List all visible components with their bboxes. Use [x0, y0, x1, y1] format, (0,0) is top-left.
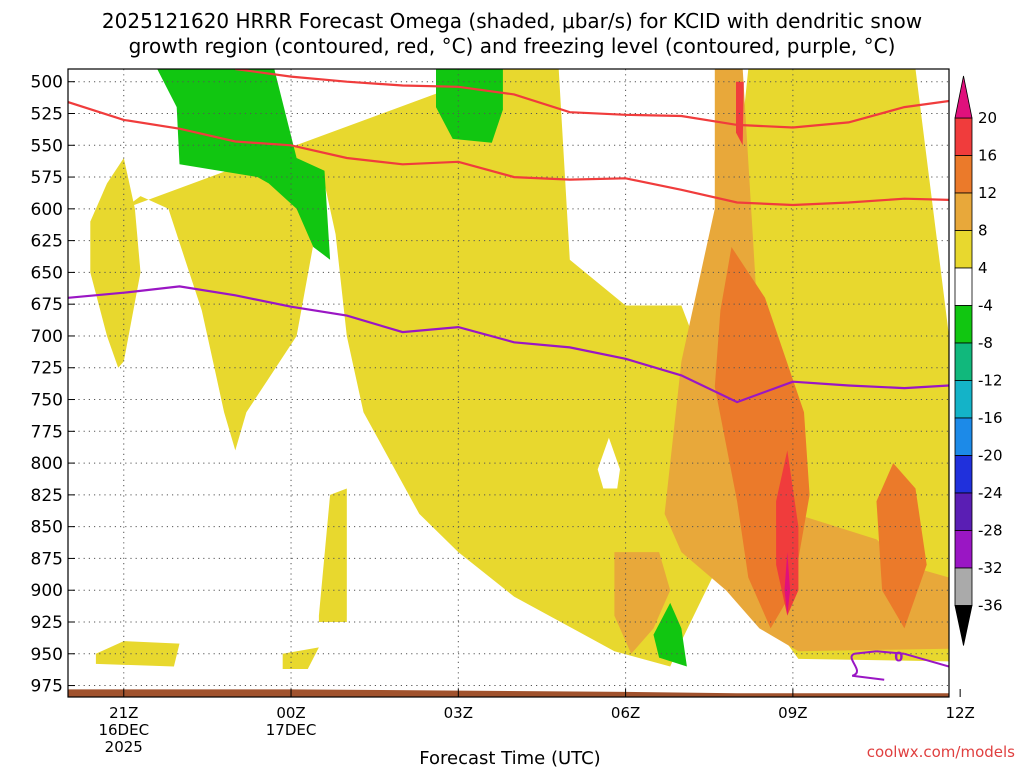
chart-title-line-2: growth region (contoured, red, °C) and f…: [129, 34, 896, 58]
omega-8-region-1: [664, 69, 949, 652]
ytick-label-500: 500: [31, 73, 63, 93]
grid-lines: [68, 69, 949, 697]
colorbar-bottom-arrow: [954, 605, 973, 646]
ytick-label-575: 575: [31, 168, 63, 188]
omega-4-region-2: [90, 158, 141, 368]
ytick-label-975: 975: [31, 677, 63, 697]
omega-4-region-5: [318, 488, 347, 622]
dgz-contour-upper: [235, 69, 949, 129]
plot-area: [68, 69, 949, 697]
x-axis-label: Forecast Time (UTC): [419, 748, 600, 768]
ytick-label-825: 825: [31, 486, 63, 506]
colorbar: 20 16 12 8 4 -4 -8 -12 -16 -20 -24 -28 -32 -36: [954, 75, 1003, 646]
colorbar-swatch-10: [954, 455, 973, 494]
colorbar-swatch-8: [954, 380, 973, 419]
omega-shading: [90, 69, 949, 669]
terrain-surface: [68, 689, 949, 697]
ytick-label-775: 775: [31, 422, 63, 442]
contour-lines: [68, 69, 949, 681]
omega-12-region-2: [876, 463, 927, 629]
freezing-level-near-surface-loop: [850, 652, 885, 681]
colorbar-label--32: -32: [978, 559, 1003, 577]
colorbar-label-20: 20: [978, 109, 997, 127]
colorbar-swatch-11: [954, 492, 973, 531]
freezing-contour-label: 0: [894, 650, 903, 665]
colorbar-label-12: 12: [978, 184, 997, 202]
dgz-contour-lower: [68, 101, 949, 207]
omega-neg4-region-1: [157, 69, 331, 260]
freezing-label-layer: 0: [894, 650, 903, 665]
ytick-label-800: 800: [31, 454, 63, 474]
omega-4-region-4: [282, 647, 319, 669]
omega-8-region-2: [614, 552, 671, 654]
colorbar-top-arrow: [954, 75, 973, 119]
ytick-label-850: 850: [31, 518, 63, 538]
xtick-label-09Z: 09Z: [778, 704, 807, 722]
colorbar-swatch-6: [954, 305, 973, 344]
omega-4-region-6: [224, 336, 236, 413]
freezing-level-low-segment-2: [876, 650, 905, 655]
ytick-label-875: 875: [31, 549, 63, 569]
omega-20-region-1: [784, 552, 791, 616]
plot-frame: [67, 68, 950, 698]
xtick-label-00Z: 00Z: [276, 704, 305, 722]
omega-4-region-3: [95, 641, 180, 667]
ytick-label-950: 950: [31, 645, 63, 665]
colorbar-swatch-13: [954, 567, 973, 606]
ytick-label-550: 550: [31, 136, 63, 156]
ytick-label-600: 600: [31, 200, 63, 220]
ytick-label-925: 925: [31, 613, 63, 633]
colorbar-swatch-1: [954, 117, 973, 156]
freezing-level-low-segment-1: [854, 650, 877, 655]
colorbar-swatch-5: [954, 267, 973, 306]
colorbar-label-16: 16: [978, 147, 997, 165]
freezing-level-contour: [68, 285, 949, 404]
ytick-label-675: 675: [31, 295, 63, 315]
colorbar-swatch-3: [954, 192, 973, 231]
colorbar-swatch-12: [954, 530, 973, 569]
colorbar-label--4: -4: [978, 297, 993, 315]
colorbar-label--8: -8: [978, 334, 993, 352]
colorbar-label-8: 8: [978, 222, 988, 240]
ytick-label-750: 750: [31, 391, 63, 411]
colorbar-label--36: -36: [978, 597, 1003, 615]
xtick-label-21Z: 21Z: [109, 704, 138, 722]
site-credit: coolwx.com/models: [867, 743, 1015, 761]
omega-neg4-region-3: [653, 602, 687, 667]
ytick-label-625: 625: [31, 232, 63, 252]
colorbar-label--16: -16: [978, 409, 1003, 427]
colorbar-swatch-4: [954, 230, 973, 269]
colorbar-label--28: -28: [978, 522, 1003, 540]
ytick-label-900: 900: [31, 581, 63, 601]
ytick-label-525: 525: [31, 104, 63, 124]
colorbar-swatch-2: [954, 155, 973, 194]
freezing-level-low-segment-3: [904, 652, 949, 668]
xtick-label-12Z: 12Z: [945, 704, 974, 722]
colorbar-label--20: -20: [978, 447, 1003, 465]
pressure-axis: 500 525 550 575 600 625 650 675 700 725 750 775 800 8…: [31, 73, 75, 697]
xtick-label-06Z: 06Z: [611, 704, 640, 722]
chart-title-line-1: 2025121620 HRRR Forecast Omega (shaded, …: [102, 9, 922, 33]
xtick-label-16DEC: 16DEC: [98, 721, 149, 739]
xtick-label-03Z: 03Z: [444, 704, 473, 722]
ytick-label-650: 650: [31, 263, 63, 283]
colorbar-swatch-7: [954, 342, 973, 381]
xtick-label-17DEC: 17DEC: [266, 721, 317, 739]
colorbar-label-4: 4: [978, 259, 988, 277]
terrain-fill: [68, 689, 949, 697]
xtick-label-2025: 2025: [105, 738, 143, 756]
ytick-label-700: 700: [31, 327, 63, 347]
colorbar-label--24: -24: [978, 484, 1003, 502]
colorbar-label--12: -12: [978, 372, 1003, 390]
colorbar-swatch-9: [954, 417, 973, 456]
ytick-label-725: 725: [31, 359, 63, 379]
